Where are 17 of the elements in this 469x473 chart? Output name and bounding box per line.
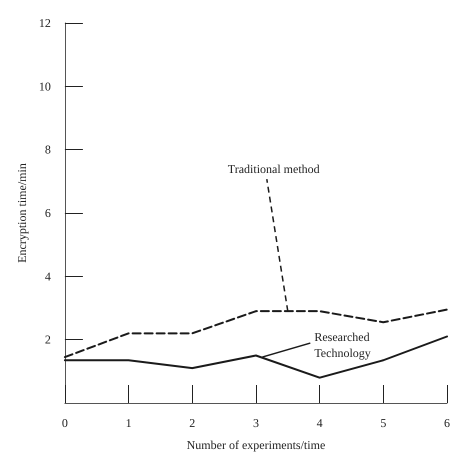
y-tick-label: 2 [44,332,51,347]
x-tick-label: 0 [62,416,68,430]
y-tick-label: 4 [44,269,51,284]
x-tick-label: 2 [189,416,196,430]
annotation: Traditional method [228,162,320,176]
x-tick-label: 5 [380,416,386,430]
x-tick-label: 6 [444,416,450,430]
x-tick-label: 1 [126,416,132,430]
y-tick-label: 12 [38,16,51,30]
y-tick-label: 10 [38,79,51,94]
x-tick-label: 4 [316,416,323,430]
y-axis-title: Encryption time/min [15,163,29,263]
y-tick-label: 6 [44,206,51,220]
annotation: Researched Technology [314,330,373,360]
y-tick-label: 8 [44,142,51,157]
x-tick-label: 3 [252,416,259,430]
x-axis-title: Number of experiments/time [186,438,326,452]
